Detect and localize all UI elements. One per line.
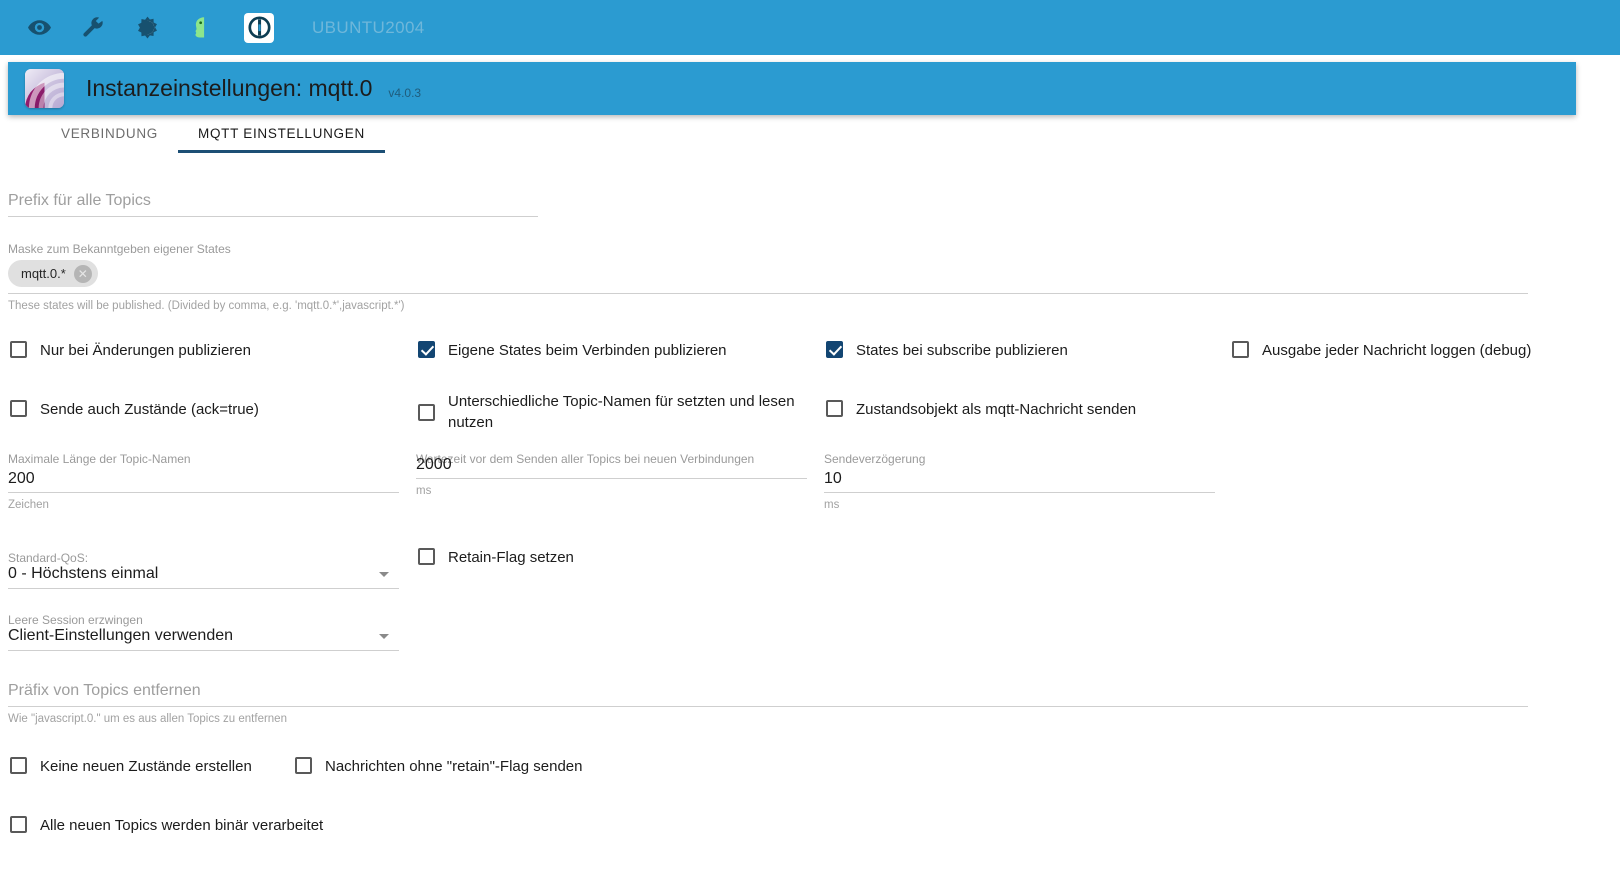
- remove-prefix-helper: Wie "javascript.0." um es aus allen Topi…: [8, 713, 287, 725]
- publish-mask-field: Maske zum Bekanntgeben eigener States mq…: [8, 242, 1528, 313]
- checkbox-box[interactable]: [418, 341, 435, 358]
- checkbox-label: Retain-Flag setzen: [448, 549, 574, 566]
- checkbox-box[interactable]: [826, 341, 843, 358]
- remove-prefix-input[interactable]: Präfix von Topics entfernen: [8, 682, 1528, 707]
- checkbox-unterschiedliche-topic-namen[interactable]: Unterschiedliche Topic-Namen für setzten…: [418, 391, 803, 433]
- send-interval-field: Sendeverzögerung 10 ms: [824, 452, 1215, 512]
- checkbox-states-bei-subscribe[interactable]: States bei subscribe publizieren: [826, 340, 1226, 361]
- expert-mode-head-icon[interactable]: [188, 15, 214, 41]
- checkbox-box[interactable]: [10, 341, 27, 358]
- wait-before-send-unit: ms: [416, 485, 432, 497]
- wait-before-send-label: Wartezeit vor dem Senden aller Topics be…: [416, 452, 755, 466]
- instance-titlebar-wrapper: Instanzeinstellungen: mqtt.0 v4.0.3: [8, 62, 1576, 115]
- checkbox-box[interactable]: [418, 548, 435, 565]
- checkbox-nachrichten-ohne-retain-flag[interactable]: Nachrichten ohne "retain"-Flag senden: [295, 756, 655, 777]
- wait-before-send-field: Wartezeit vor dem Senden aller Topics be…: [416, 452, 807, 498]
- settings-form: Prefix für alle Topics Maske zum Bekannt…: [8, 172, 1576, 888]
- chip-mqtt-mask[interactable]: mqtt.0.* ✕: [8, 260, 98, 287]
- checkbox-alle-neuen-topics-binaer[interactable]: Alle neuen Topics werden binär verarbeit…: [10, 815, 430, 836]
- default-qos-select[interactable]: 0 - Höchstens einmal: [8, 565, 399, 589]
- checkbox-label: States bei subscribe publizieren: [856, 342, 1068, 359]
- top-toolbar: UBUNTU2004: [0, 0, 1620, 55]
- default-qos-field: Standard-QoS: 0 - Höchstens einmal: [8, 551, 399, 589]
- force-clean-session-field: Leere Session erzwingen Client-Einstellu…: [8, 613, 399, 651]
- checkbox-box[interactable]: [1232, 341, 1249, 358]
- settings-tabs: VERBINDUNG MQTT EINSTELLUNGEN: [8, 122, 1576, 162]
- force-clean-session-label: Leere Session erzwingen: [8, 613, 143, 627]
- mqtt-adapter-icon: [25, 69, 64, 108]
- host-name-label: UBUNTU2004: [312, 17, 425, 37]
- wrench-icon[interactable]: [80, 15, 106, 41]
- checkbox-retain-flag-setzen[interactable]: Retain-Flag setzen: [418, 547, 758, 568]
- checkbox-box[interactable]: [826, 400, 843, 417]
- send-interval-input[interactable]: 10: [824, 466, 1215, 493]
- chevron-down-icon: [379, 571, 389, 577]
- force-clean-session-value: Client-Einstellungen verwenden: [8, 627, 234, 644]
- checkbox-box[interactable]: [10, 757, 27, 774]
- remove-prefix-field: Präfix von Topics entfernen Wie "javascr…: [8, 682, 1528, 726]
- checkbox-box[interactable]: [418, 404, 435, 421]
- chip-remove-icon[interactable]: ✕: [73, 264, 92, 283]
- checkbox-label: Nachrichten ohne "retain"-Flag senden: [325, 758, 583, 775]
- prefix-all-topics-field: Prefix für alle Topics: [8, 192, 538, 217]
- checkbox-label: Ausgabe jeder Nachricht loggen (debug): [1262, 342, 1532, 359]
- eye-icon[interactable]: [26, 15, 52, 41]
- max-topic-length-unit: Zeichen: [8, 499, 49, 511]
- checkbox-box[interactable]: [295, 757, 312, 774]
- instance-titlebar: Instanzeinstellungen: mqtt.0 v4.0.3: [8, 62, 1576, 115]
- checkbox-label: Keine neuen Zustände erstellen: [40, 758, 252, 775]
- tab-mqtt-einstellungen[interactable]: MQTT EINSTELLUNGEN: [178, 122, 385, 153]
- wait-before-send-input[interactable]: 2000: [416, 452, 807, 479]
- publish-mask-label: Maske zum Bekanntgeben eigener States: [8, 242, 231, 256]
- checkbox-label: Unterschiedliche Topic-Namen für setzten…: [448, 393, 795, 431]
- send-interval-unit: ms: [824, 499, 840, 511]
- prefix-all-topics-input[interactable]: Prefix für alle Topics: [8, 192, 151, 209]
- max-topic-length-label: Maximale Länge der Topic-Namen: [8, 452, 191, 466]
- checkbox-label: Alle neuen Topics werden binär verarbeit…: [40, 817, 324, 834]
- publish-mask-helper: These states will be published. (Divided…: [8, 300, 405, 312]
- checkbox-keine-neuen-zustaende[interactable]: Keine neuen Zustände erstellen: [10, 756, 290, 777]
- checkbox-eigene-states-beim-verbinden[interactable]: Eigene States beim Verbinden publizieren: [418, 340, 818, 361]
- checkbox-nur-bei-aenderungen[interactable]: Nur bei Änderungen publizieren: [10, 340, 390, 361]
- chip-label: mqtt.0.*: [21, 266, 66, 281]
- default-qos-label: Standard-QoS:: [8, 551, 89, 565]
- page-title: Instanzeinstellungen: mqtt.0: [86, 75, 373, 101]
- publish-mask-chip-area: mqtt.0.* ✕: [8, 256, 1528, 294]
- checkbox-sende-auch-zustaende[interactable]: Sende auch Zustände (ack=true): [10, 399, 390, 420]
- checkbox-ausgabe-jeder-nachricht-loggen[interactable]: Ausgabe jeder Nachricht loggen (debug): [1232, 340, 1572, 361]
- tab-verbindung[interactable]: VERBINDUNG: [61, 126, 159, 141]
- checkbox-label: Sende auch Zustände (ack=true): [40, 401, 259, 418]
- checkbox-box[interactable]: [10, 400, 27, 417]
- brightness-icon[interactable]: [134, 15, 160, 41]
- checkbox-zustandsobjekt-als-mqtt-nachricht[interactable]: Zustandsobjekt als mqtt-Nachricht senden: [826, 399, 1226, 420]
- default-qos-value: 0 - Höchstens einmal: [8, 565, 159, 582]
- max-topic-length-input[interactable]: 200: [8, 466, 399, 493]
- checkbox-label: Nur bei Änderungen publizieren: [40, 342, 251, 359]
- max-topic-length-field: Maximale Länge der Topic-Namen 200 Zeich…: [8, 452, 399, 512]
- send-interval-label: Sendeverzögerung: [824, 452, 926, 466]
- force-clean-session-select[interactable]: Client-Einstellungen verwenden: [8, 627, 399, 651]
- adapter-version: v4.0.3: [388, 85, 422, 100]
- checkbox-box[interactable]: [10, 816, 27, 833]
- chevron-down-icon: [379, 633, 389, 639]
- checkbox-label: Eigene States beim Verbinden publizieren: [448, 342, 727, 359]
- iobroker-logo-icon[interactable]: [244, 12, 274, 43]
- checkbox-label: Zustandsobjekt als mqtt-Nachricht senden: [856, 401, 1137, 418]
